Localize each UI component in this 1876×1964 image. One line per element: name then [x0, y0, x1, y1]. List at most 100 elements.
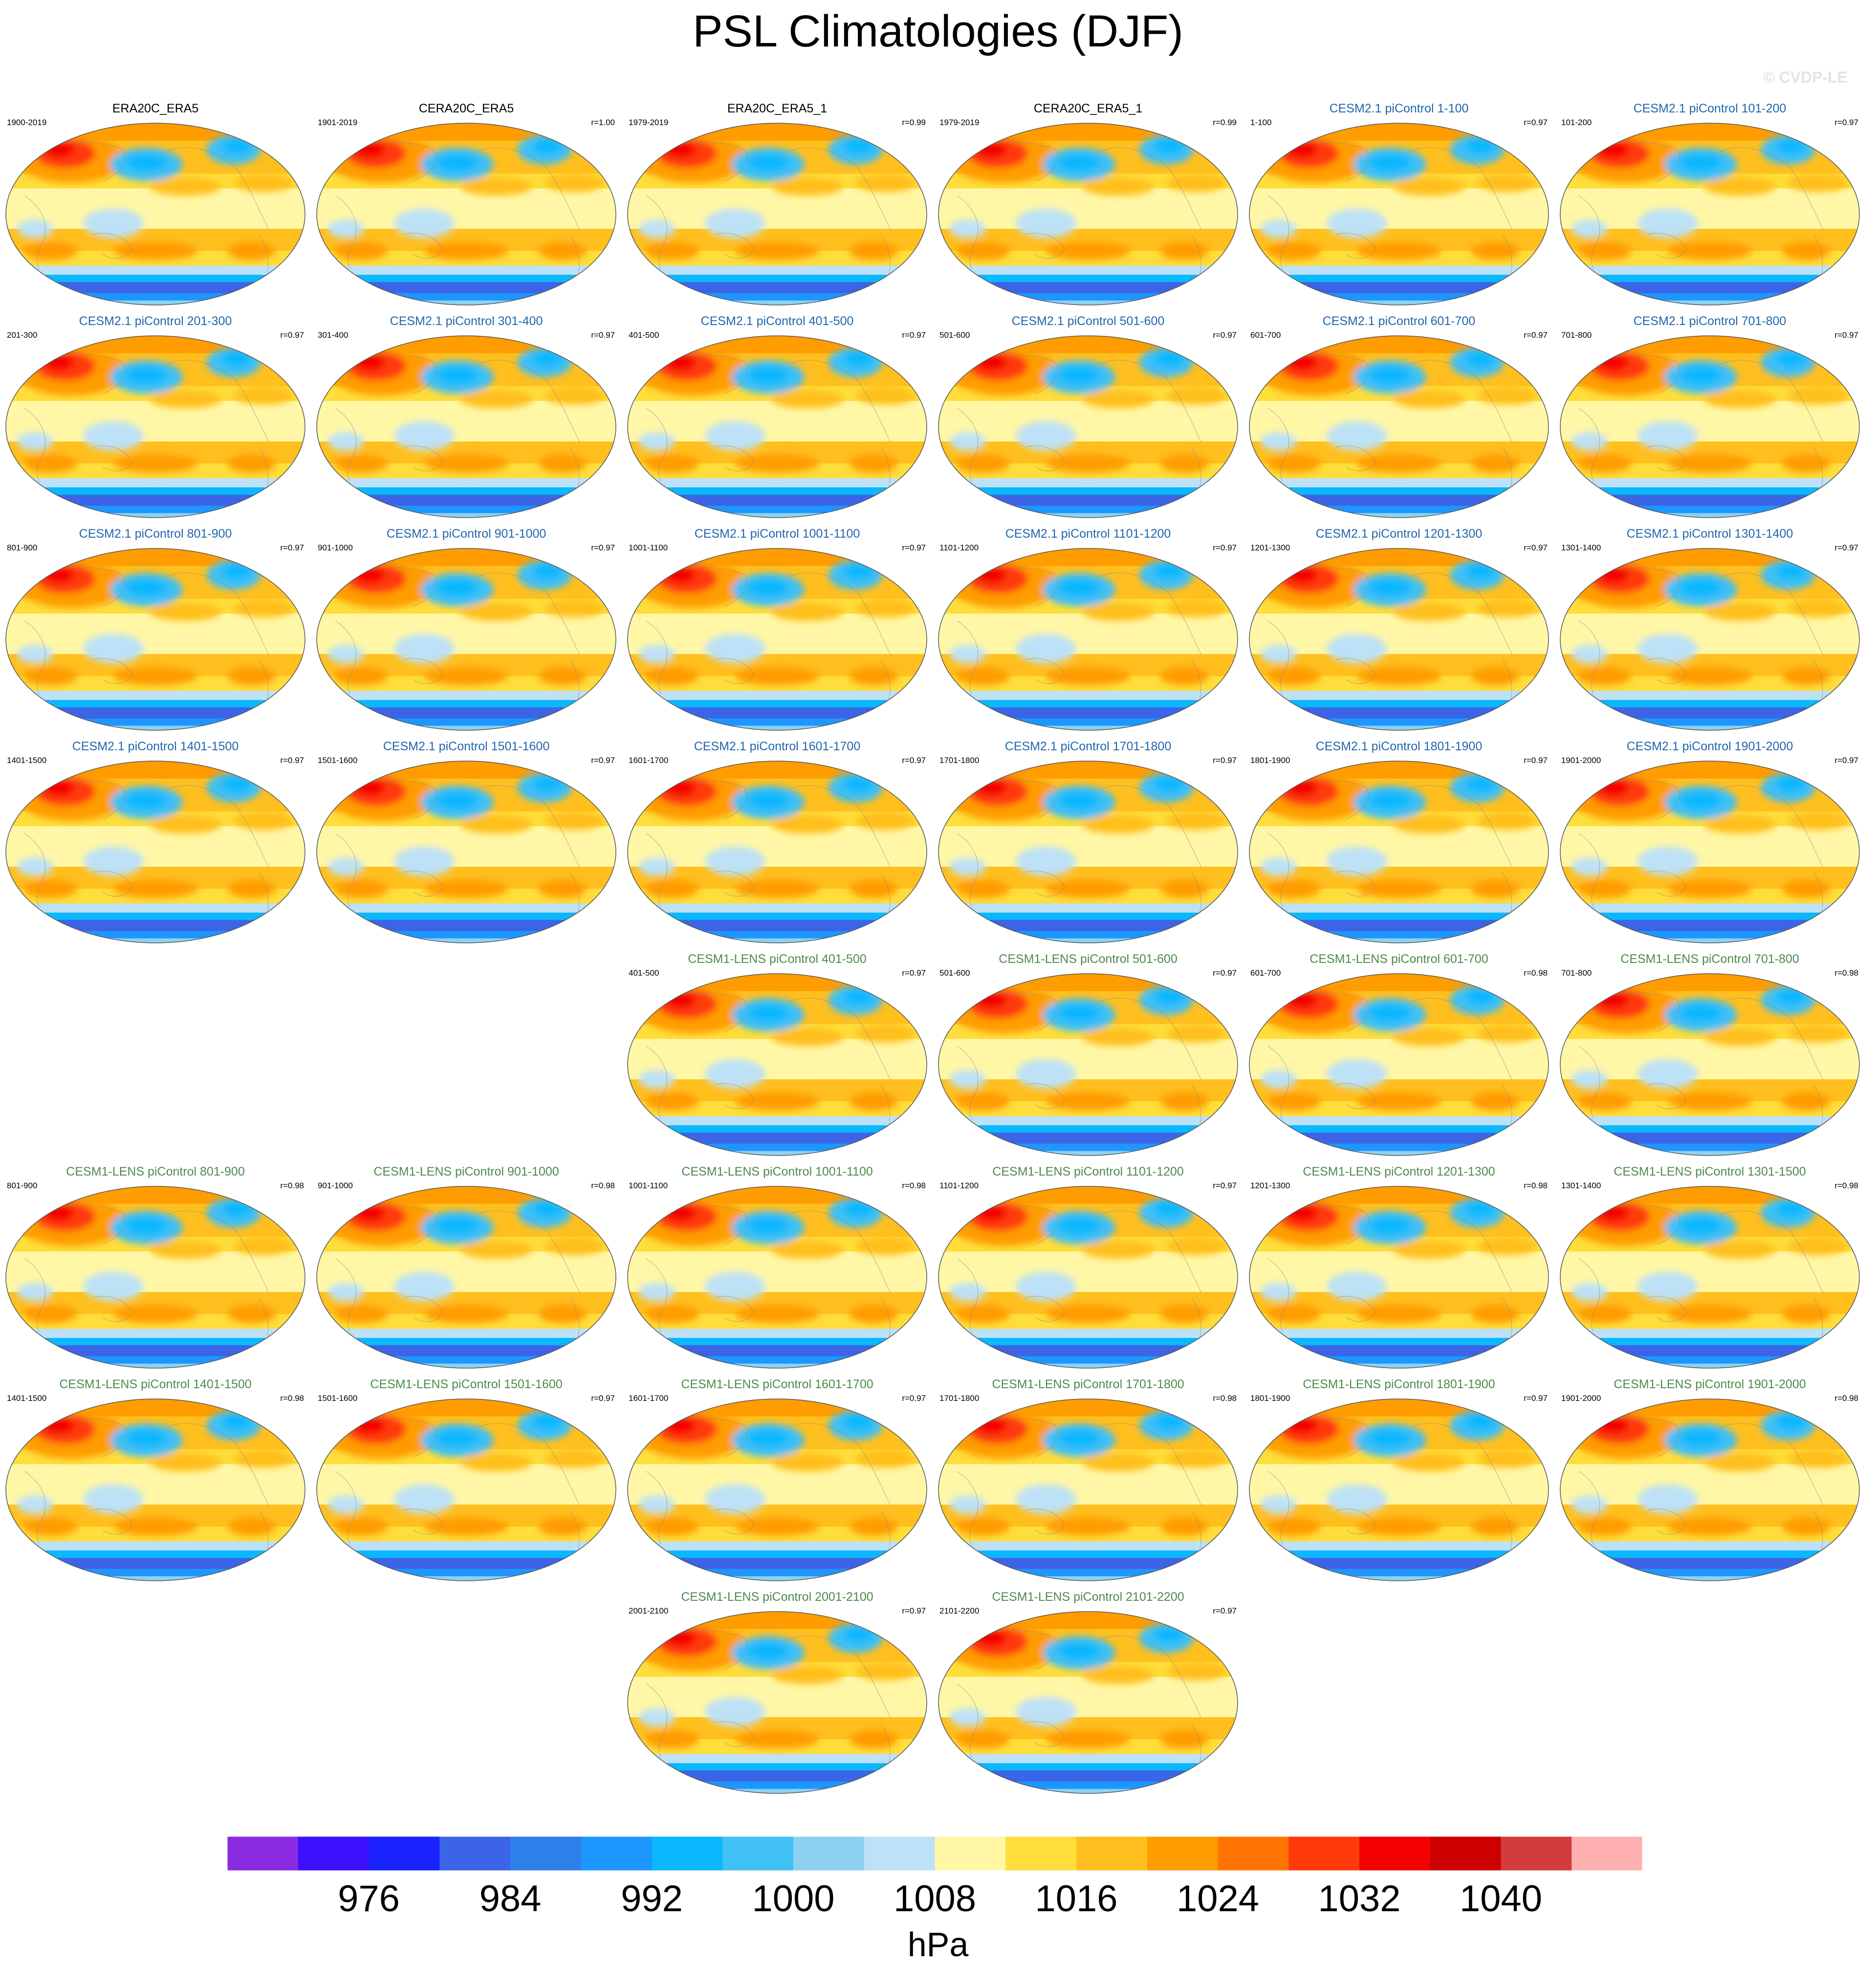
- pressure-band: [1249, 1116, 1549, 1126]
- pressure-band: [6, 920, 305, 932]
- panel-correlation: r=0.97: [280, 756, 304, 765]
- coastline: [1098, 147, 1202, 230]
- african-low: [1571, 857, 1608, 876]
- azores-high: [1477, 599, 1538, 617]
- icelandic-low-core: [1776, 137, 1807, 154]
- south-pacific-high: [1667, 241, 1752, 260]
- coastline: [1025, 1508, 1065, 1535]
- pressure-band: [938, 903, 1238, 914]
- coastline: [1025, 445, 1065, 472]
- maritime-continent-low: [705, 1271, 765, 1301]
- coastline: [1336, 233, 1376, 259]
- pacific-high: [1082, 177, 1155, 196]
- coastline: [1025, 1083, 1065, 1110]
- pacific-high: [1703, 1240, 1776, 1259]
- aleutian-low-core: [747, 153, 789, 172]
- psl-map: [316, 1398, 616, 1581]
- maritime-continent-low: [1327, 208, 1387, 238]
- coastline: [1720, 572, 1824, 655]
- pressure-band: [1249, 1269, 1549, 1293]
- indian-ocean-high: [955, 454, 1010, 473]
- pressure-band: [1249, 700, 1549, 708]
- indian-ocean-high: [644, 454, 699, 473]
- south-atlantic-high: [538, 879, 587, 898]
- panel-title: CERA20C_ERA5: [418, 102, 514, 115]
- psl-map: [316, 548, 616, 731]
- pressure-band: [628, 844, 927, 868]
- panel-title: CESM1-LENS piControl 1501-1600: [370, 1377, 563, 1391]
- panel-title: CESM1-LENS piControl 1801-1900: [1303, 1377, 1495, 1391]
- azores-high: [855, 386, 916, 405]
- icelandic-low-core: [221, 775, 252, 792]
- colorbar-box: [1359, 1836, 1431, 1871]
- aleutian-low-core: [1058, 791, 1100, 810]
- pacific-high: [1393, 1027, 1465, 1047]
- south-pacific-high: [735, 1092, 820, 1111]
- colorbar-box: [722, 1836, 794, 1871]
- panel-correlation: r=0.98: [280, 1181, 304, 1190]
- azores-high: [1477, 1449, 1538, 1468]
- colorbar-box: [1218, 1836, 1289, 1871]
- panel-title: CESM2.1 piControl 401-500: [700, 314, 854, 328]
- panel-title: CESM2.1 piControl 1701-1800: [1004, 740, 1172, 753]
- south-atlantic-high: [1782, 1305, 1831, 1323]
- coastline: [24, 195, 46, 269]
- aleutian-low-core: [125, 366, 168, 385]
- pressure-band: [6, 707, 305, 719]
- map-panel: CESM2.1 piControl 201-300 201-300 r=0.97: [0, 314, 311, 524]
- pressure-band: [6, 632, 305, 655]
- pressure-band: [6, 513, 305, 518]
- maritime-continent-low: [1016, 421, 1076, 451]
- coastline: [403, 233, 443, 259]
- south-atlantic-high: [227, 1305, 276, 1323]
- icelandic-low-core: [1776, 988, 1807, 1005]
- colorbar: 976 984 992 1000 1008 1016 1024 1032 1040: [227, 1836, 1643, 1920]
- coastline: [477, 360, 580, 443]
- south-pacific-high: [1356, 1517, 1441, 1536]
- pacific-high: [1393, 1453, 1465, 1472]
- pressure-band: [317, 275, 616, 283]
- pressure-band: [938, 1151, 1238, 1156]
- african-low: [1260, 432, 1297, 451]
- pressure-band: [628, 632, 927, 655]
- pressure-band: [628, 1754, 927, 1764]
- aleutian-low-core: [125, 153, 168, 172]
- south-pacific-high: [113, 1305, 198, 1323]
- colorbar-box: [864, 1836, 935, 1871]
- pressure-band: [1249, 275, 1549, 283]
- pressure-band: [317, 903, 616, 914]
- icelandic-low-core: [1154, 775, 1185, 792]
- pacific-high: [1082, 1027, 1155, 1047]
- pressure-band: [317, 844, 616, 868]
- african-low: [1260, 857, 1297, 876]
- pressure-band: [938, 495, 1238, 506]
- maritime-continent-low: [1637, 1484, 1698, 1514]
- panel-period: 1601-1700: [629, 756, 669, 765]
- azores-high: [545, 811, 605, 830]
- pressure-band: [1560, 938, 1859, 943]
- aleutian-low-core: [125, 1216, 168, 1235]
- psl-map: [1560, 335, 1860, 518]
- aleutian-low-core: [747, 1641, 789, 1660]
- coastline: [1647, 658, 1687, 684]
- pressure-band: [1560, 691, 1859, 701]
- panel-title: ERA20C_ERA5: [112, 102, 199, 115]
- panel-correlation: r=0.97: [902, 968, 926, 978]
- maritime-continent-low: [83, 1271, 144, 1301]
- azores-high: [1166, 1662, 1227, 1680]
- pressure-band: [317, 1363, 616, 1368]
- south-pacific-high: [424, 879, 509, 898]
- coastline: [477, 147, 580, 230]
- panel-correlation: r=0.97: [1213, 330, 1237, 340]
- map-outline: [316, 1398, 616, 1581]
- pressure-band: [1560, 1338, 1859, 1346]
- figure-title: PSL Climatologies (DJF): [693, 6, 1183, 56]
- coastline: [787, 998, 891, 1081]
- icelandic-low-core: [843, 1626, 874, 1643]
- aleutian-low-core: [1058, 1641, 1100, 1660]
- pressure-band: [938, 206, 1238, 230]
- map-panel: CESM2.1 piControl 1101-1200 1101-1200 r=0.…: [933, 527, 1243, 736]
- coastline: [335, 195, 357, 269]
- map-outline: [1560, 1398, 1860, 1581]
- pressure-band: [6, 1576, 305, 1581]
